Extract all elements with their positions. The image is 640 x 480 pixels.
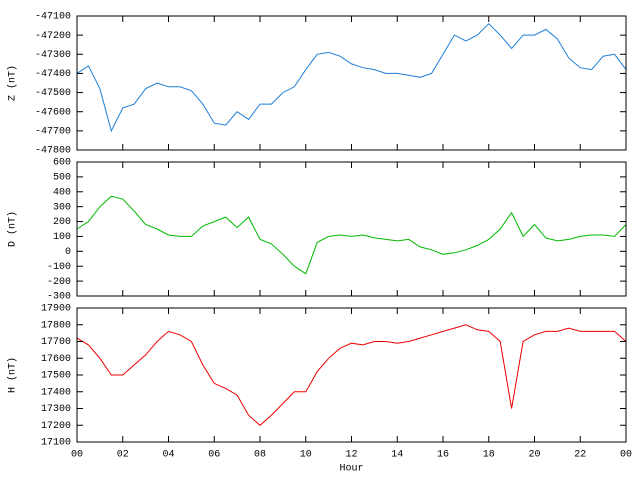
- y-tick-label: -47400: [35, 69, 71, 80]
- y-tick-label: -200: [47, 277, 71, 288]
- y-tick-label: 17800: [41, 320, 71, 331]
- x-tick-label: 04: [162, 450, 174, 461]
- y-tick-label: 17600: [41, 354, 71, 365]
- y-tick-label: -47600: [35, 107, 71, 118]
- x-tick-label: 08: [254, 450, 266, 461]
- x-tick-label: 02: [117, 450, 129, 461]
- y-tick-label: 200: [53, 217, 71, 228]
- y-tick-label: 300: [53, 202, 71, 213]
- y-tick-label: -47300: [35, 50, 71, 61]
- plot-frame: [76, 161, 627, 297]
- y-axis-label: H (nT): [7, 357, 19, 393]
- y-tick-label: -47700: [35, 126, 71, 137]
- x-tick-label: 00: [620, 450, 632, 461]
- y-tick-label: 400: [53, 187, 71, 198]
- data-line: [76, 324, 627, 426]
- y-tick-label: 17900: [41, 304, 71, 315]
- plot-frame: [76, 307, 627, 443]
- x-tick-label: 12: [345, 450, 357, 461]
- x-axis-label: Hour: [339, 464, 363, 475]
- y-tick-label: 17300: [41, 404, 71, 415]
- y-axis-label: D (nT): [7, 211, 19, 247]
- y-tick-label: 17700: [41, 337, 71, 348]
- y-tick-label: 500: [53, 173, 71, 184]
- y-axis-label: Z (nT): [7, 65, 19, 101]
- x-tick-label: 00: [71, 450, 83, 461]
- x-tick-label: 06: [208, 450, 220, 461]
- data-line: [76, 195, 627, 275]
- x-tick-label: 16: [437, 450, 449, 461]
- x-tick-label: 20: [528, 450, 540, 461]
- y-tick-label: 17400: [41, 387, 71, 398]
- y-tick-label: -300: [47, 292, 71, 303]
- y-tick-label: 0: [65, 247, 71, 258]
- y-tick-label: -47100: [35, 12, 71, 23]
- y-tick-label: 600: [53, 158, 71, 169]
- y-tick-label: -47800: [35, 146, 71, 157]
- y-tick-label: -47200: [35, 31, 71, 42]
- x-tick-label: 10: [300, 450, 312, 461]
- x-tick-label: 14: [391, 450, 403, 461]
- x-tick-label: 18: [483, 450, 495, 461]
- y-tick-label: 17100: [41, 438, 71, 449]
- y-tick-label: 17500: [41, 371, 71, 382]
- y-tick-label: -100: [47, 262, 71, 273]
- y-tick-label: 17200: [41, 421, 71, 432]
- y-tick-label: -47500: [35, 88, 71, 99]
- x-tick-label: 22: [574, 450, 586, 461]
- plot-frame: [76, 15, 627, 151]
- y-tick-label: 100: [53, 232, 71, 243]
- data-line: [76, 22, 627, 133]
